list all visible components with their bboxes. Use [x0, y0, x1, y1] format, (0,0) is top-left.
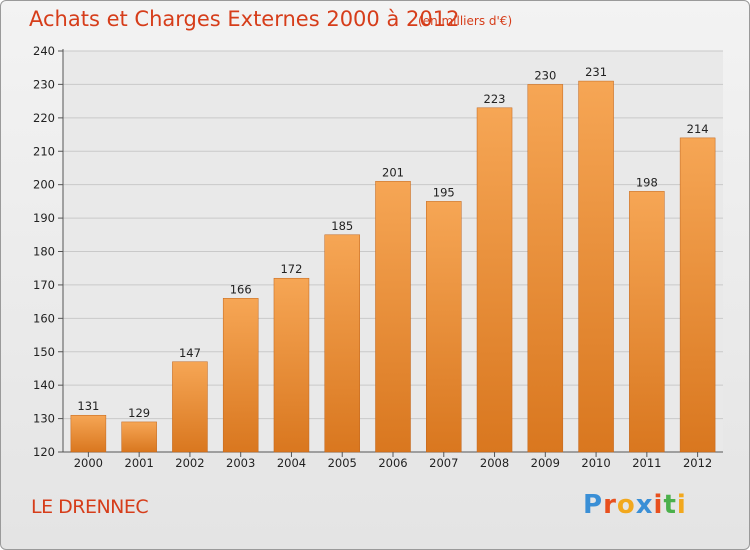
- bar: [273, 277, 310, 453]
- x-tick-label: 2011: [632, 456, 661, 470]
- x-tick-label: 2001: [125, 456, 154, 470]
- x-tick-label: 2002: [175, 456, 204, 470]
- bar: [476, 107, 513, 453]
- y-tick-label: 170: [33, 278, 55, 292]
- proxiti-logo: Proxiti: [583, 490, 687, 520]
- bar: [679, 137, 716, 453]
- bar: [375, 181, 411, 453]
- logo-letter: o: [616, 490, 636, 520]
- y-tick-label: 230: [33, 77, 55, 91]
- logo-letter: i: [676, 490, 687, 520]
- bar: [222, 298, 259, 453]
- x-tick-label: 2009: [531, 456, 560, 470]
- y-tick-label: 160: [33, 311, 55, 325]
- bar-value-label: 147: [179, 346, 201, 360]
- logo-letter: t: [663, 490, 677, 520]
- bar-value-label: 230: [534, 68, 556, 82]
- bar-value-label: 198: [636, 175, 658, 189]
- bar-value-label: 214: [687, 122, 709, 136]
- y-tick-label: 120: [33, 445, 55, 459]
- bar-value-label: 131: [77, 399, 99, 413]
- location-label: LE DRENNEC: [31, 496, 149, 518]
- y-tick-label: 210: [33, 144, 55, 158]
- y-tick-label: 240: [33, 44, 55, 58]
- logo-letter: r: [603, 490, 617, 520]
- bar-value-label: 201: [382, 165, 404, 179]
- bar-value-label: 231: [585, 65, 607, 79]
- bar-value-label: 223: [484, 92, 506, 106]
- x-tick-label: 2007: [429, 456, 458, 470]
- y-tick-label: 150: [33, 345, 55, 359]
- y-tick-label: 220: [33, 111, 55, 125]
- bar-value-label: 185: [331, 219, 353, 233]
- x-tick-label: 2006: [378, 456, 407, 470]
- chart-subtitle: (en milliers d'€): [418, 14, 513, 28]
- x-tick-label: 2004: [277, 456, 306, 470]
- x-tick-label: 2000: [74, 456, 103, 470]
- bar: [324, 234, 360, 453]
- y-tick-label: 190: [33, 211, 55, 225]
- bar: [70, 414, 107, 453]
- bar: [629, 191, 665, 453]
- x-tick-label: 2008: [480, 456, 509, 470]
- bar-value-label: 166: [230, 282, 252, 296]
- bar-value-label: 129: [128, 406, 150, 420]
- y-tick-label: 200: [33, 178, 55, 192]
- logo-letter: i: [653, 490, 664, 520]
- x-tick-label: 2003: [226, 456, 255, 470]
- bar-value-label: 195: [433, 185, 455, 199]
- chart-title: Achats et Charges Externes 2000 à 2012: [29, 7, 460, 31]
- bar: [121, 421, 157, 453]
- x-tick-label: 2012: [683, 456, 712, 470]
- y-tick-label: 130: [33, 412, 55, 426]
- logo-letter: P: [583, 490, 604, 520]
- y-tick-label: 180: [33, 245, 55, 259]
- bar: [172, 361, 208, 453]
- x-tick-label: 2010: [581, 456, 610, 470]
- bar: [578, 80, 614, 453]
- y-tick-label: 140: [33, 378, 55, 392]
- logo-letter: x: [635, 490, 654, 520]
- bar: [527, 84, 564, 453]
- bar: [426, 201, 462, 453]
- x-tick-label: 2005: [328, 456, 357, 470]
- bar-value-label: 172: [280, 262, 302, 276]
